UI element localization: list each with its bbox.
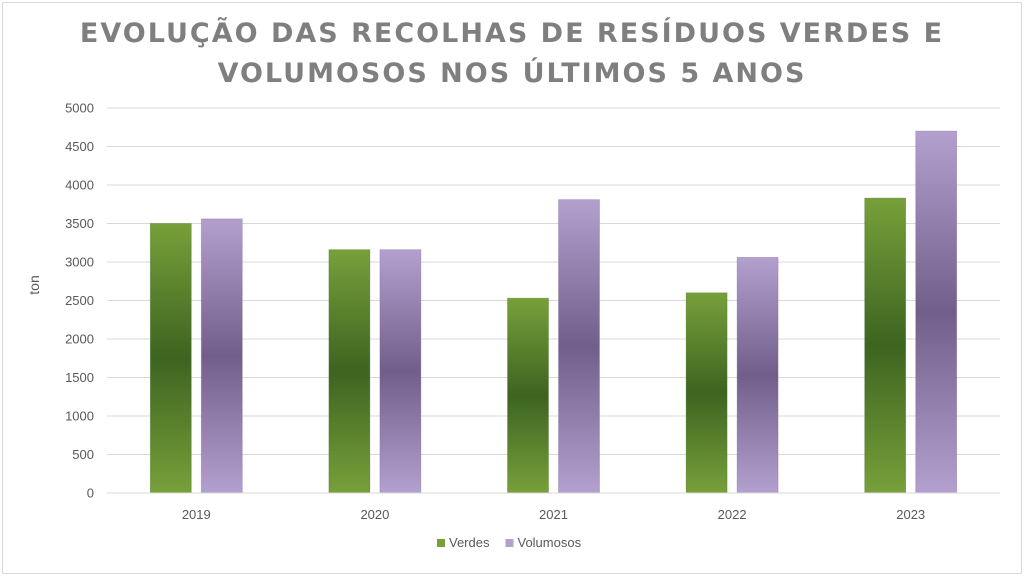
bar-volumosos-2023 (915, 130, 958, 494)
y-tick-label: 3000 (65, 255, 94, 270)
y-tick-label: 1500 (65, 370, 94, 385)
legend-label-verdes: Verdes (449, 535, 490, 550)
y-tick-label: 1000 (65, 409, 94, 424)
legend: Verdes Volumosos (437, 535, 582, 550)
bar-verdes-2020 (328, 249, 371, 494)
legend-swatch-verdes (437, 539, 445, 547)
legend-label-volumosos: Volumosos (517, 535, 581, 550)
x-tick-label: 2022 (718, 507, 747, 522)
chart-title: EVOLUÇÃO DAS RECOLHAS DE RESÍDUOS VERDES… (79, 18, 945, 89)
x-tick-label: 2020 (360, 507, 389, 522)
legend-swatch-volumosos (505, 539, 514, 547)
bar-volumosos-2020 (379, 249, 422, 494)
y-axis-label: ton (26, 275, 42, 294)
y-tick-label: 2500 (65, 293, 94, 308)
y-tick-label: 0 (87, 486, 94, 501)
y-tick-label: 500 (72, 447, 94, 462)
bars (149, 130, 958, 494)
x-axis-ticks: 2019 2020 2021 2022 2023 (182, 507, 925, 522)
x-tick-label: 2019 (182, 507, 211, 522)
y-tick-label: 4500 (65, 139, 94, 154)
bar-verdes-2023 (864, 197, 907, 494)
bar-verdes-2021 (507, 297, 549, 494)
x-tick-label: 2023 (896, 507, 925, 522)
y-axis-ticks: 0 500 1000 1500 2000 2500 3000 3500 4000 4500 5000 (65, 101, 94, 501)
bar-volumosos-2022 (736, 256, 779, 494)
bar-volumosos-2021 (558, 199, 600, 494)
gridlines (107, 107, 1000, 455)
y-tick-label: 5000 (65, 101, 94, 116)
bar-volumosos-2019 (200, 218, 243, 494)
bar-verdes-2019 (149, 223, 192, 494)
bar-verdes-2022 (685, 292, 728, 494)
x-tick-label: 2021 (539, 507, 568, 522)
y-tick-label: 4000 (65, 178, 94, 193)
y-tick-label: 3500 (65, 216, 94, 231)
y-tick-label: 2000 (65, 332, 94, 347)
